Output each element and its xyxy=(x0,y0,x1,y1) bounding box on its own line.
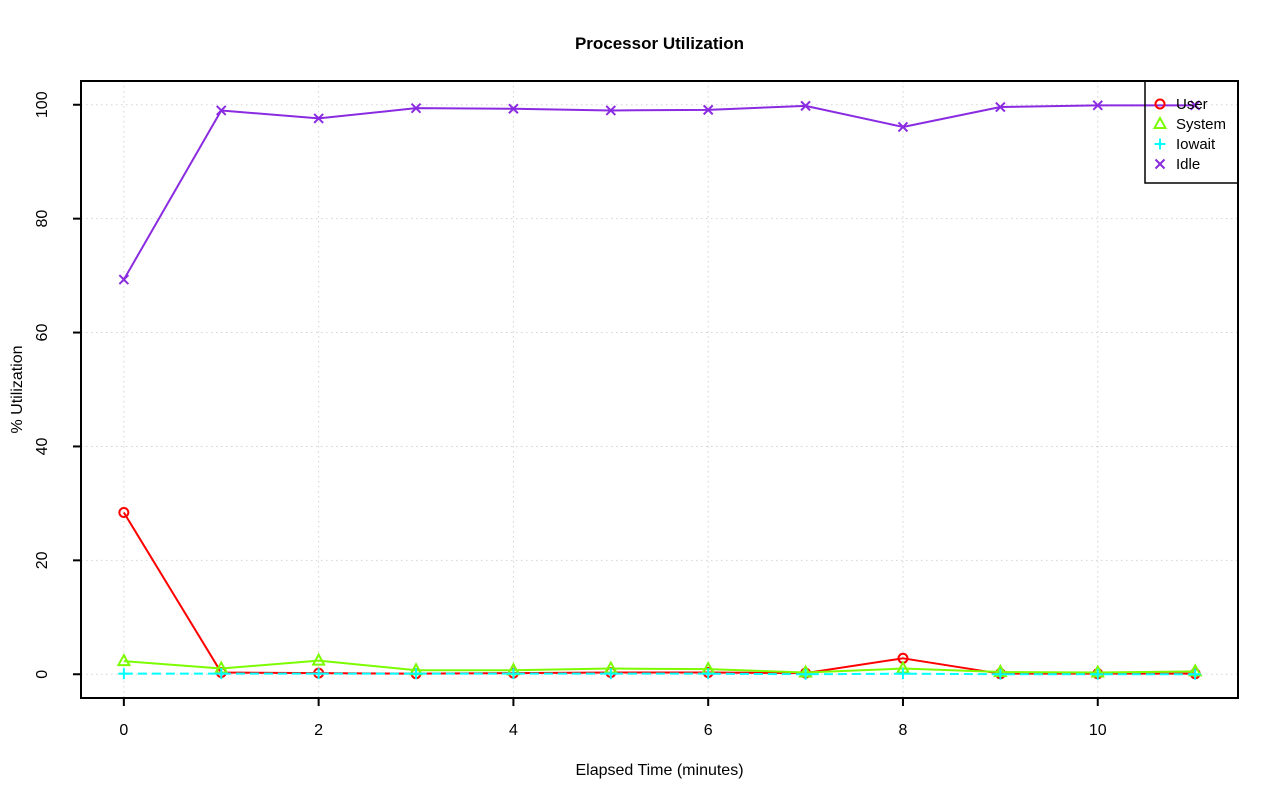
y-axis-tick-label: 80 xyxy=(34,210,51,228)
marker-x xyxy=(1189,100,1201,111)
series-idle xyxy=(118,100,1201,285)
x-axis-tick-label: 2 xyxy=(314,722,323,739)
series-line-system xyxy=(123,659,1196,674)
series-line-user xyxy=(122,511,1196,675)
marker-x xyxy=(897,121,909,133)
chart-title: Processor Utilization xyxy=(575,34,744,53)
legend-box xyxy=(1144,80,1239,184)
series-system xyxy=(116,652,1203,678)
marker-x xyxy=(800,100,811,112)
marker-x xyxy=(1154,158,1166,170)
y-axis-tick-label: 20 xyxy=(34,551,51,569)
y-axis-tick-label: 60 xyxy=(34,324,51,342)
marker-circle xyxy=(1154,98,1166,110)
marker-x xyxy=(995,101,1006,113)
x-axis-label: Elapsed Time (minutes) xyxy=(575,762,743,779)
x-axis-tick-label: 8 xyxy=(899,722,908,739)
marker-x xyxy=(702,104,714,116)
legend-label-iowait: Iowait xyxy=(1176,136,1216,153)
y-axis-tick-label: 0 xyxy=(34,670,51,679)
legend: User System Iowait Idle xyxy=(1144,80,1239,184)
y-axis-tick-label: 100 xyxy=(34,91,51,118)
y-axis-tick-label: 40 xyxy=(34,437,51,455)
legend-label-idle: Idle xyxy=(1176,156,1200,173)
marker-x xyxy=(605,105,617,116)
plot-border xyxy=(80,80,1239,699)
marker-x xyxy=(508,103,519,114)
legend-label-system: System xyxy=(1176,116,1226,133)
series-iowait xyxy=(118,668,1201,680)
marker-x xyxy=(410,102,422,114)
x-axis-tick-label: 10 xyxy=(1089,722,1107,739)
x-axis-tick-label: 6 xyxy=(704,722,713,739)
marker-x xyxy=(1092,100,1103,111)
marker-triangle xyxy=(116,653,132,667)
axis-ticks xyxy=(73,103,1099,706)
marker-x xyxy=(216,105,227,116)
marker-x xyxy=(313,113,324,124)
x-axis-tick-label: 0 xyxy=(119,722,128,739)
grid-lines xyxy=(81,81,1238,698)
marker-x xyxy=(118,274,130,285)
marker-triangle xyxy=(1152,115,1168,129)
series-line-idle xyxy=(122,104,1196,281)
y-axis-label: % Utilization xyxy=(9,345,26,433)
x-axis-tick-label: 4 xyxy=(509,722,518,739)
marker-circle xyxy=(118,507,130,519)
series-user xyxy=(118,507,1201,680)
series-line-iowait xyxy=(123,672,1196,676)
legend-label-user: User xyxy=(1176,96,1208,113)
marker-triangle xyxy=(311,652,326,666)
